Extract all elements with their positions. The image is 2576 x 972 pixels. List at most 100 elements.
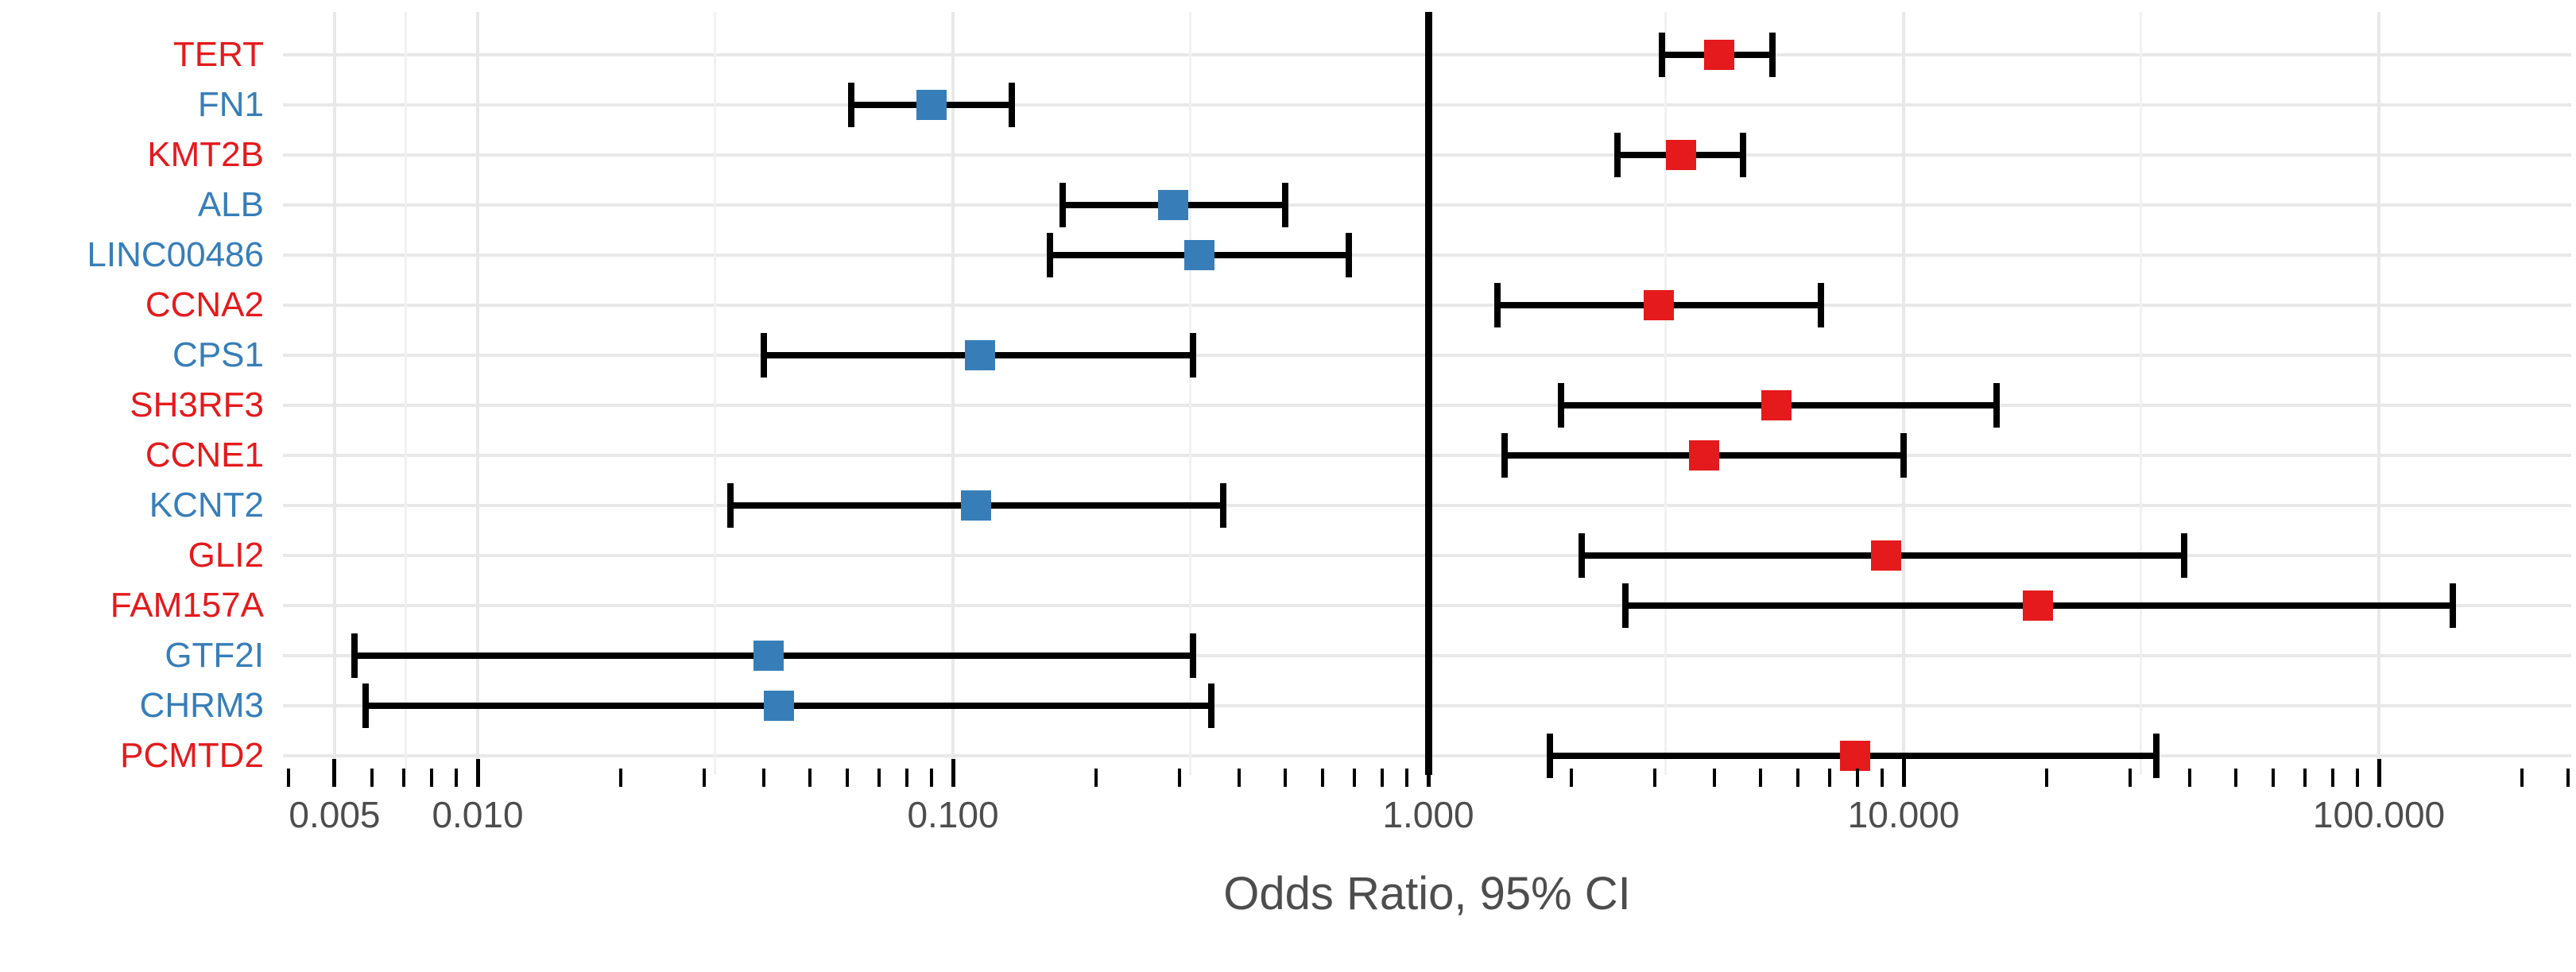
gridline-vertical-minor	[1189, 12, 1192, 775]
x-axis-minor-tick	[1353, 769, 1357, 787]
gene-label-tert: TERT	[172, 35, 264, 74]
x-axis-title: Odds Ratio, 95% CI	[1223, 868, 1631, 920]
x-axis-tick-label: 10.000	[1847, 794, 1960, 835]
gridline-vertical-minor	[1664, 12, 1668, 775]
gridline-vertical-minor	[714, 12, 717, 775]
x-axis-minor-tick	[454, 769, 458, 787]
x-axis-major-tick	[1426, 759, 1431, 787]
ci-cap-low	[1501, 433, 1509, 478]
gene-label-cps1: CPS1	[172, 335, 264, 374]
gridline-vertical-minor	[405, 12, 408, 775]
x-axis-minor-tick	[1283, 769, 1287, 787]
x-axis-minor-tick	[2355, 769, 2359, 787]
x-axis-minor-tick	[1094, 769, 1098, 787]
odds-ratio-marker	[916, 90, 947, 120]
ci-cap-low	[847, 83, 854, 127]
x-axis-minor-tick	[1570, 769, 1574, 787]
ci-cap-low	[1546, 734, 1553, 778]
x-axis-minor-tick	[430, 769, 434, 787]
x-axis-minor-tick	[2045, 769, 2049, 787]
x-axis-minor-tick	[1404, 769, 1408, 787]
ci-cap-high	[2181, 533, 2188, 578]
x-axis-minor-tick	[2188, 769, 2192, 787]
x-axis-minor-tick	[2566, 769, 2570, 787]
ci-cap-high	[2449, 583, 2456, 628]
ci-cap-high	[1993, 383, 2001, 428]
ci-cap-high	[1208, 683, 1215, 728]
x-axis-minor-tick	[1178, 769, 1182, 787]
x-axis-minor-tick	[2520, 769, 2524, 787]
ci-cap-high	[1345, 233, 1352, 277]
gridline-vertical-major	[476, 12, 479, 775]
gene-label-linc00486: LINC00486	[87, 235, 264, 274]
x-axis-minor-tick	[1321, 769, 1325, 787]
ci-cap-low	[1047, 233, 1054, 277]
x-axis-major-tick	[475, 759, 480, 787]
x-axis-minor-tick	[1796, 769, 1800, 787]
odds-ratio-marker	[763, 691, 794, 721]
x-axis-minor-tick	[2272, 769, 2276, 787]
ci-cap-low	[362, 683, 369, 728]
x-axis-tick-label: 0.010	[432, 794, 524, 835]
gridline-vertical-major	[951, 12, 955, 775]
gene-label-fam157a: FAM157A	[110, 586, 264, 625]
odds-ratio-marker	[1184, 240, 1215, 270]
x-axis-minor-tick	[808, 769, 812, 787]
gene-label-kcnt2: KCNT2	[149, 486, 264, 525]
ci-cap-high	[1281, 183, 1288, 227]
x-axis-minor-tick	[1653, 769, 1657, 787]
ci-cap-high	[1009, 83, 1016, 127]
ci-cap-low	[1578, 533, 1585, 578]
odds-ratio-marker	[1761, 390, 1792, 420]
x-axis-major-tick	[951, 759, 955, 787]
ci-cap-low	[1557, 383, 1564, 428]
x-axis-minor-tick	[846, 769, 850, 787]
gene-label-gtf2i: GTF2I	[165, 636, 264, 675]
ci-cap-high	[1769, 33, 1776, 77]
x-axis-minor-tick	[2331, 769, 2335, 787]
ci-cap-high	[1190, 333, 1197, 378]
ci-cap-low	[1494, 283, 1501, 327]
x-axis-major-tick	[2377, 759, 2381, 787]
ci-cap-low	[1622, 583, 1629, 628]
ci-cap-high	[1740, 133, 1747, 177]
x-axis-minor-tick	[905, 769, 909, 787]
x-axis-minor-tick	[1856, 769, 1860, 787]
gridline-vertical-minor	[2140, 12, 2143, 775]
ci-cap-high	[2152, 734, 2160, 778]
odds-ratio-marker	[961, 490, 992, 521]
gene-label-ccna2: CCNA2	[145, 285, 264, 324]
gene-label-ccne1: CCNE1	[145, 436, 264, 474]
x-axis-minor-tick	[2233, 769, 2237, 787]
odds-ratio-marker	[1704, 40, 1735, 70]
x-axis-minor-tick	[370, 769, 374, 787]
reference-line-or-1	[1424, 12, 1432, 775]
gene-label-fn1: FN1	[197, 85, 264, 124]
gridline-vertical-major	[1902, 12, 1905, 775]
odds-ratio-marker	[1688, 440, 1719, 471]
x-axis-major-tick	[332, 759, 337, 787]
ci-cap-low	[351, 633, 358, 678]
ci-cap-low	[1658, 33, 1665, 77]
odds-ratio-marker	[1643, 290, 1674, 320]
x-axis-tick-label: 100.000	[2312, 794, 2446, 835]
x-axis-minor-tick	[1828, 769, 1832, 787]
odds-ratio-marker	[2023, 591, 2054, 621]
gene-label-sh3rf3: SH3RF3	[130, 385, 264, 424]
gene-label-chrm3: CHRM3	[139, 686, 264, 725]
gridline-vertical-major	[2377, 12, 2380, 775]
gene-label-alb: ALB	[197, 185, 264, 224]
ci-cap-low	[1059, 183, 1066, 227]
x-axis-minor-tick	[619, 769, 623, 787]
gene-label-pcmtd2: PCMTD2	[120, 736, 264, 775]
ci-cap-low	[761, 333, 768, 378]
x-axis-tick-label: 1.000	[1382, 794, 1474, 835]
x-axis-tick-label: 0.100	[907, 794, 999, 835]
x-axis-minor-tick	[287, 769, 291, 787]
ci-cap-low	[726, 483, 734, 528]
x-axis-minor-tick	[1238, 769, 1242, 787]
odds-ratio-marker	[965, 340, 996, 370]
x-axis-tick-label: 0.005	[289, 794, 381, 835]
gridline-vertical-major	[332, 12, 336, 775]
